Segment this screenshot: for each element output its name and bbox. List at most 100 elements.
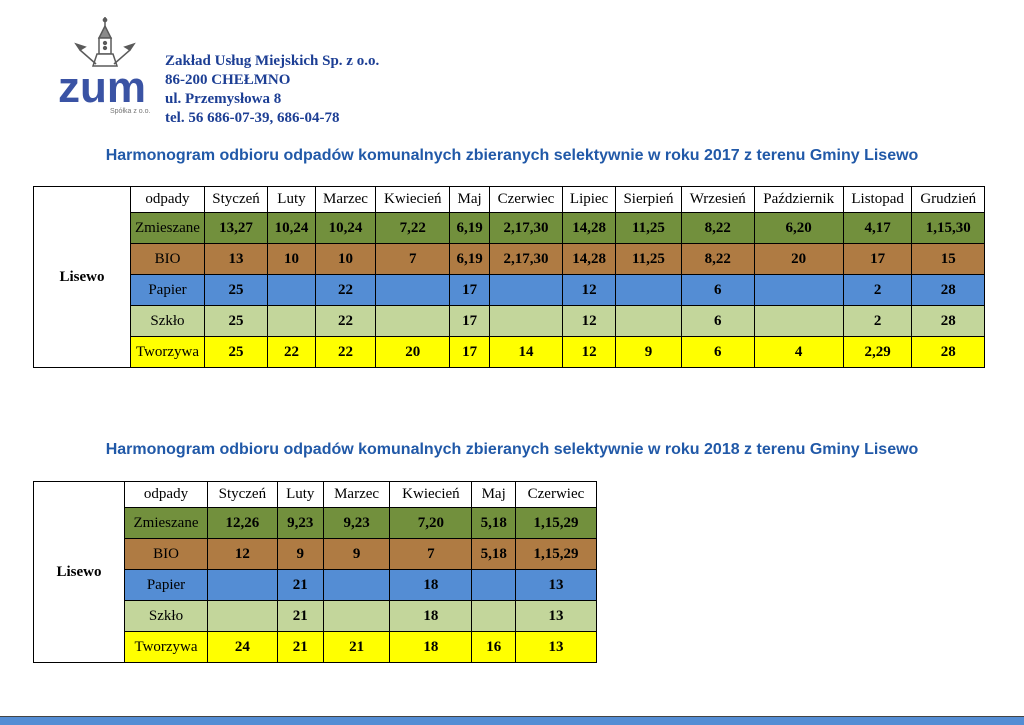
schedule-day-cell <box>615 305 682 337</box>
waste-type-label: Szkło <box>124 600 208 632</box>
schedule-day-cell: 20 <box>375 336 451 368</box>
zum-logo-graphic: zum Spółka z o.o. <box>58 17 151 115</box>
schedule-day-cell: 14,28 <box>562 243 617 275</box>
column-header: Luty <box>267 186 316 213</box>
schedule-day-cell <box>322 600 391 632</box>
schedule-day-cell <box>267 305 316 337</box>
column-header: Sierpień <box>615 186 682 213</box>
schedule-day-cell: 10 <box>267 243 316 275</box>
schedule-day-cell: 10 <box>314 243 377 275</box>
schedule-day-cell: 12 <box>562 336 617 368</box>
schedule-day-cell: 5,18 <box>471 507 516 539</box>
schedule-day-cell: 13 <box>514 600 598 632</box>
schedule-day-cell: 10,24 <box>314 212 377 244</box>
schedule-day-cell: 16 <box>471 631 516 663</box>
schedule-day-cell: 14 <box>488 336 564 368</box>
schedule-grid: Lisewo odpady Styczeń Luty Marzec Kwiecień Maj… <box>33 481 598 663</box>
schedule-day-cell: 13,27 <box>203 212 269 244</box>
column-header: Styczeń <box>203 186 269 213</box>
schedule-day-cell: 2,17,30 <box>488 243 564 275</box>
schedule-day-cell: 4,17 <box>842 212 913 244</box>
schedule-day-cell: 22 <box>314 305 377 337</box>
schedule-day-cell: 1,15,29 <box>514 507 598 539</box>
column-header: Marzec <box>314 186 377 213</box>
waste-type-row: Tworzywa 25 22 22 20 17 14 12 9 6 4 2,29 28 <box>34 336 985 368</box>
schedule-day-cell: 8,22 <box>680 243 755 275</box>
schedule-day-cell: 5,18 <box>471 538 516 570</box>
schedule-day-cell: 22 <box>314 336 377 368</box>
schedule-day-cell: 2 <box>842 305 913 337</box>
company-phone: tel. 56 686-07-39, 686-04-78 <box>165 110 340 126</box>
schedule-day-cell: 12 <box>207 538 278 570</box>
column-header: Wrzesień <box>680 186 755 213</box>
schedule-day-cell: 15 <box>911 243 985 275</box>
schedule-day-cell: 6 <box>680 336 755 368</box>
schedule-day-cell: 21 <box>276 631 324 663</box>
waste-type-row: Zmieszane 12,26 9,23 9,23 7,20 5,18 1,15,29 <box>34 507 598 539</box>
waste-type-row: Papier 21 18 13 <box>34 569 598 601</box>
schedule-table-2018: Lisewo odpady Styczeń Luty Marzec Kwiecień Maj… <box>33 481 598 663</box>
schedule-day-cell: 1,15,30 <box>911 212 985 244</box>
schedule-day-cell: 25 <box>203 274 269 306</box>
schedule-day-cell <box>488 305 564 337</box>
schedule-day-cell: 11,25 <box>615 243 682 275</box>
schedule-day-cell <box>471 569 516 601</box>
schedule-day-cell: 8,22 <box>680 212 755 244</box>
schedule-title-2018: Harmonogram odbioru odpadów komunalnych … <box>105 441 919 458</box>
column-header: Marzec <box>322 481 391 508</box>
schedule-day-cell: 28 <box>911 336 985 368</box>
column-header: Czerwiec <box>514 481 598 508</box>
column-header: Kwiecień <box>389 481 473 508</box>
waste-type-label: BIO <box>124 538 208 570</box>
waste-type-label: BIO <box>130 243 205 275</box>
column-header: Styczeń <box>207 481 278 508</box>
logo-text: zum <box>58 63 146 112</box>
schedule-day-cell: 22 <box>314 274 377 306</box>
schedule-day-cell: 7 <box>375 243 451 275</box>
cropped-next-table-edge <box>0 716 1024 725</box>
waste-type-label: Zmieszane <box>130 212 205 244</box>
column-header: Maj <box>449 186 490 213</box>
schedule-day-cell: 6,19 <box>449 243 490 275</box>
tower-icon <box>74 17 136 67</box>
schedule-day-cell: 11,25 <box>615 212 682 244</box>
waste-type-row: BIO 12 9 9 7 5,18 1,15,29 <box>34 538 598 570</box>
schedule-day-cell <box>753 274 844 306</box>
column-header: Listopad <box>842 186 913 213</box>
logo-subtext: Spółka z o.o. <box>110 108 151 115</box>
schedule-day-cell: 7,22 <box>375 212 451 244</box>
schedule-day-cell <box>207 569 278 601</box>
column-header: Maj <box>471 481 516 508</box>
company-street: ul. Przemysłowa 8 <box>165 91 282 107</box>
waste-type-label: Tworzywa <box>130 336 205 368</box>
schedule-day-cell: 13 <box>514 569 598 601</box>
schedule-title-2017: Harmonogram odbioru odpadów komunalnych … <box>105 147 919 164</box>
schedule-day-cell: 9 <box>276 538 324 570</box>
waste-type-row: Szkło 25 22 17 12 6 2 28 <box>34 305 985 337</box>
schedule-day-cell: 6,19 <box>449 212 490 244</box>
schedule-day-cell: 22 <box>267 336 316 368</box>
schedule-day-cell: 24 <box>207 631 278 663</box>
schedule-day-cell <box>322 569 391 601</box>
schedule-day-cell: 12 <box>562 274 617 306</box>
column-header: Grudzień <box>911 186 985 213</box>
schedule-day-cell: 18 <box>389 600 473 632</box>
schedule-grid: Lisewo odpady Styczeń Luty Marzec Kwiecień Maj… <box>33 186 985 368</box>
schedule-day-cell: 18 <box>389 631 473 663</box>
schedule-day-cell: 13 <box>514 631 598 663</box>
waste-type-label: Tworzywa <box>124 631 208 663</box>
waste-type-row: Tworzywa 24 21 21 18 16 13 <box>34 631 598 663</box>
schedule-day-cell: 25 <box>203 336 269 368</box>
schedule-day-cell: 21 <box>276 569 324 601</box>
schedule-day-cell: 20 <box>753 243 844 275</box>
schedule-day-cell <box>615 274 682 306</box>
schedule-day-cell: 2,29 <box>842 336 913 368</box>
region-cell: Lisewo <box>33 481 125 663</box>
schedule-day-cell: 21 <box>322 631 391 663</box>
schedule-day-cell: 12 <box>562 305 617 337</box>
schedule-day-cell: 2 <box>842 274 913 306</box>
zum-logo-icon: zum Spółka z o.o. <box>52 14 152 126</box>
column-header: Lipiec <box>562 186 617 213</box>
schedule-day-cell: 1,15,29 <box>514 538 598 570</box>
waste-type-label: Papier <box>130 274 205 306</box>
